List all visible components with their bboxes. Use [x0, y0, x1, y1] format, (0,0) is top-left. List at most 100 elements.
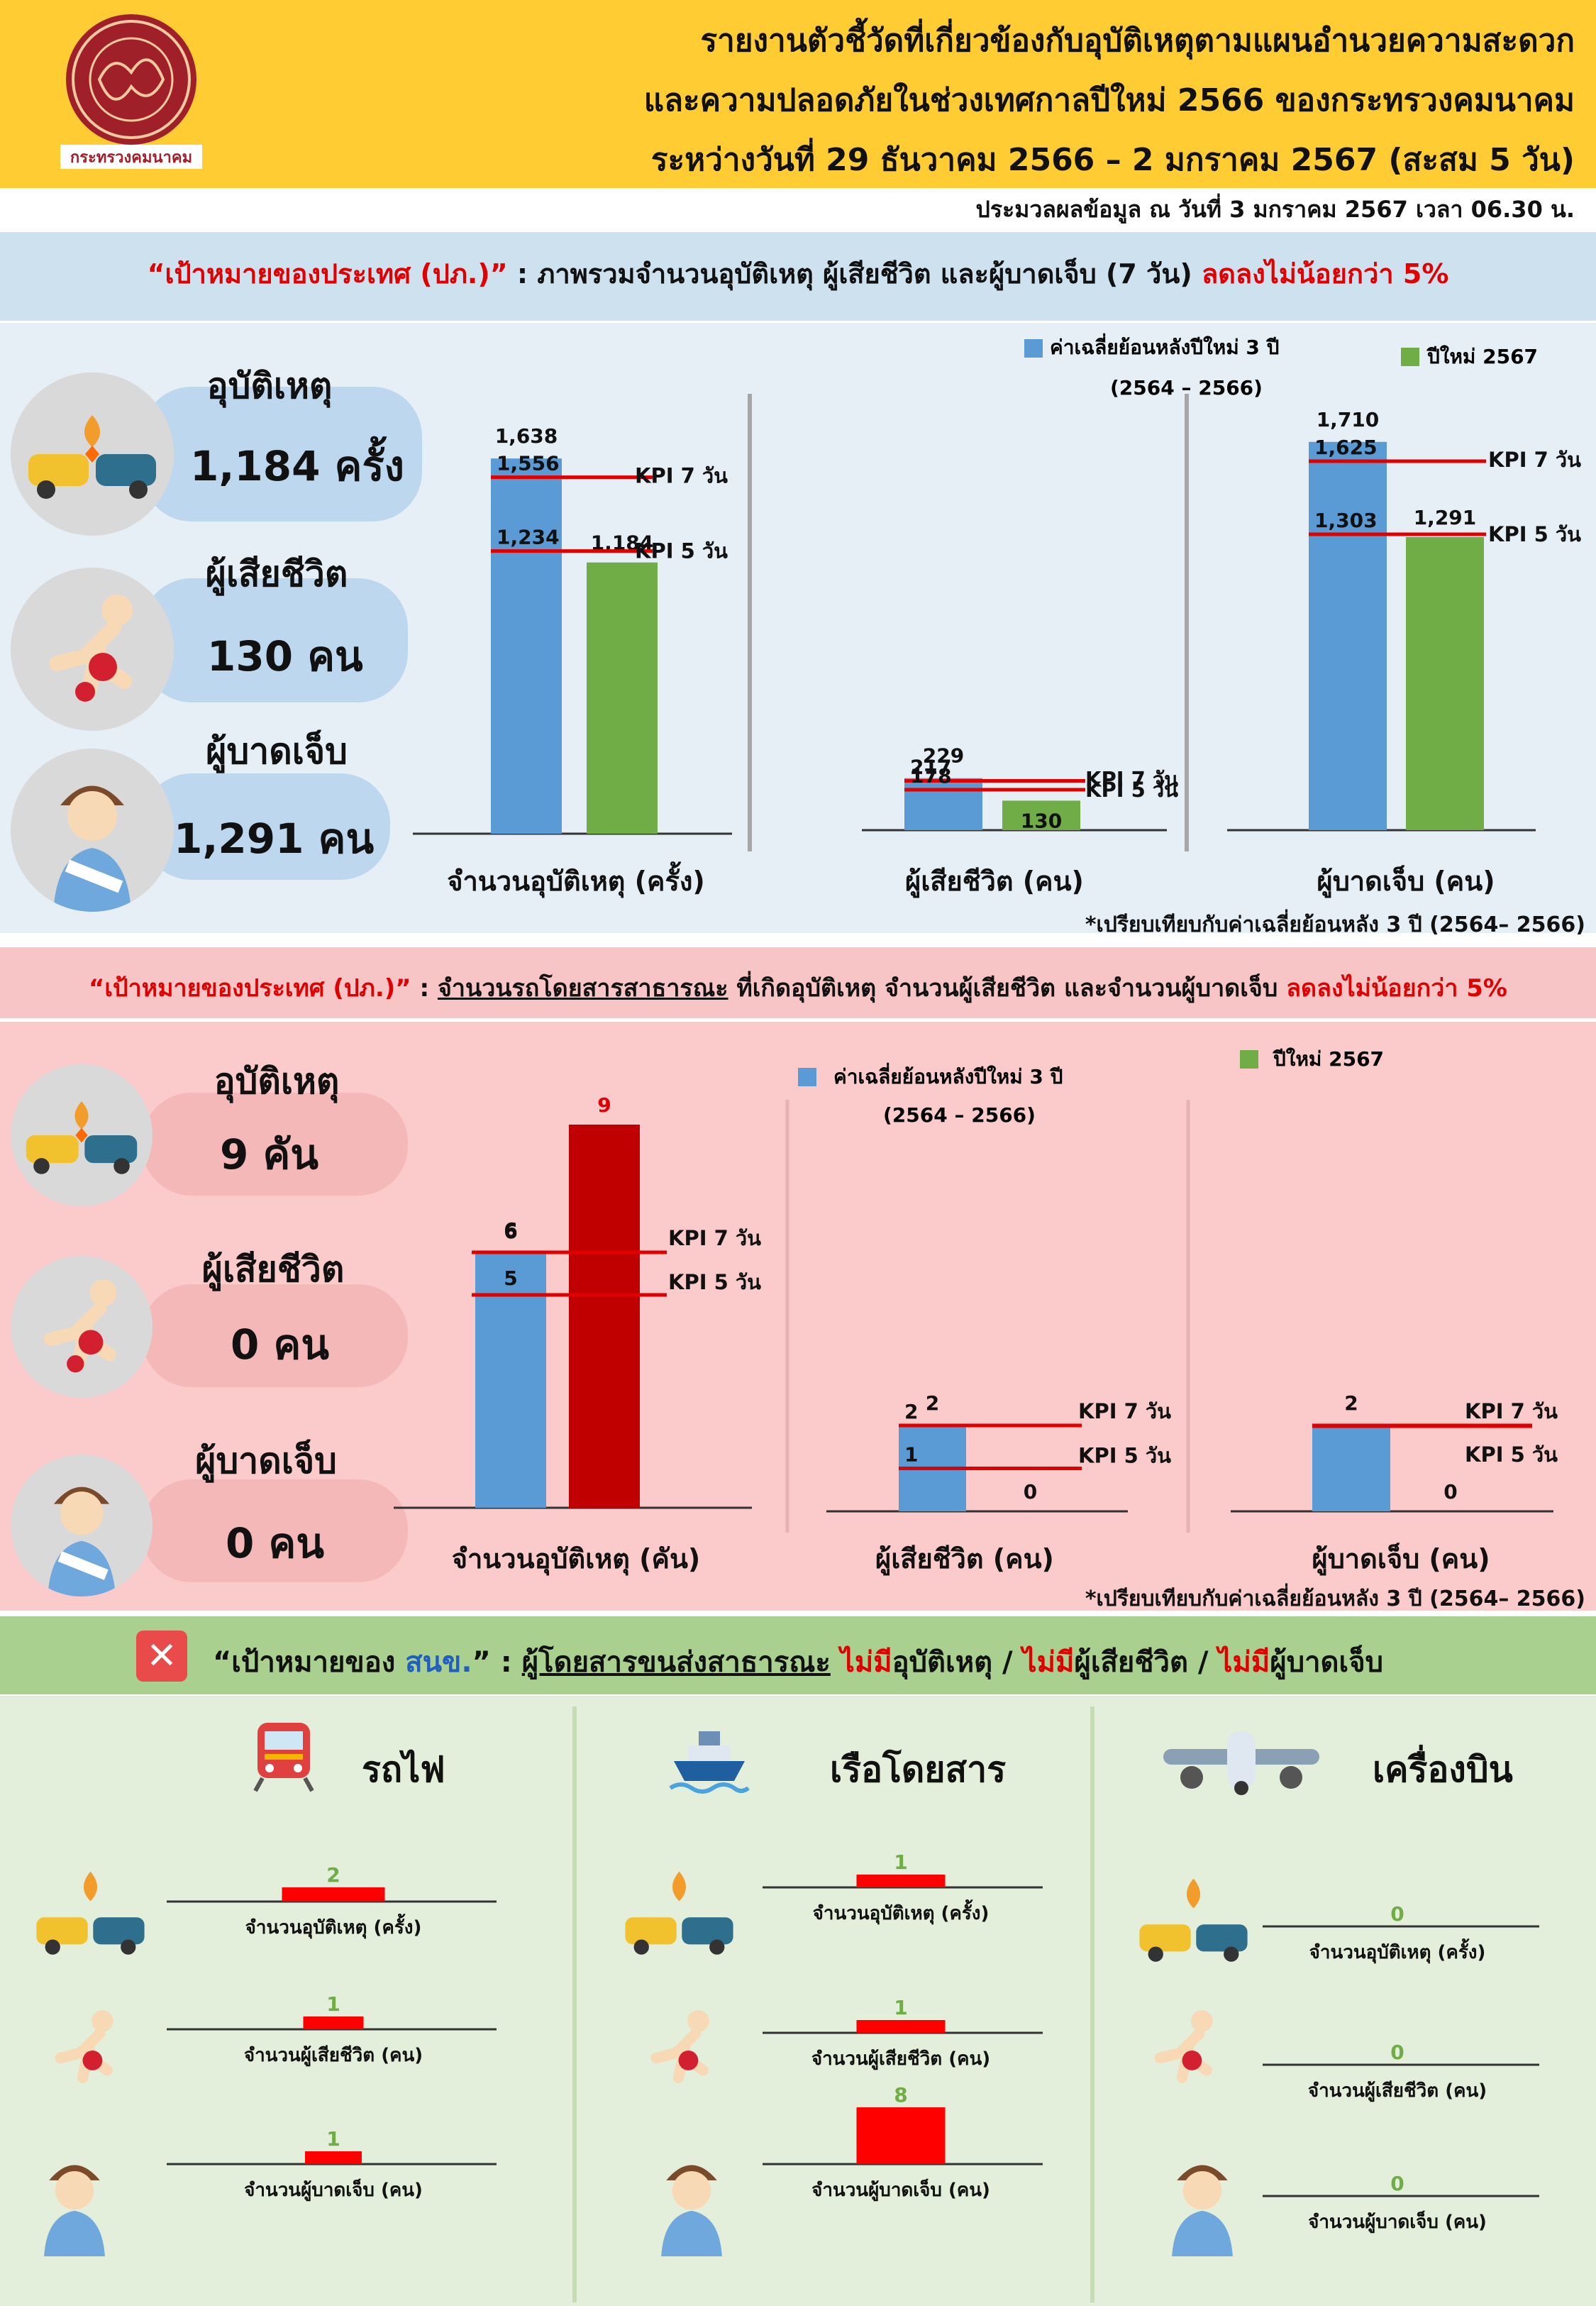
airplane-icon	[1149, 1724, 1334, 1802]
mode-bar-value: 1	[894, 1850, 907, 1874]
section1-banner	[0, 232, 1596, 321]
section3-title-sep: ” :	[472, 1646, 522, 1679]
bus-injuries-value: 0 คน	[226, 1519, 324, 1567]
legend-avg-years: (2564 – 2566)	[883, 1103, 1036, 1127]
section2-title-underlined: จำนวนรถโดยสารสาธารณะ	[437, 974, 728, 1003]
section3-title-text2: อุบัติเหตุ /	[892, 1646, 1023, 1679]
bandaged-person-icon	[11, 1455, 153, 1596]
injured-person-icon	[28, 2001, 142, 2100]
kpi-label: KPI 5 วัน	[1465, 1442, 1558, 1467]
bus-injuries-label: ผู้บาดเจ็บ	[195, 1440, 337, 1482]
mode-bar-value: 1	[326, 2127, 340, 2151]
car-crash-icon	[11, 1064, 153, 1206]
section3-title: “เป้าหมายของ สนข.” : ผู้โดยสารขนส่งสาธาร…	[0, 1639, 1596, 1684]
section1-footnote: *เปรียบเทียบกับค่าเฉลี่ยย้อนหลัง 3 ปี (2…	[1085, 912, 1585, 937]
rail-label: รถไฟ	[362, 1749, 445, 1790]
close-icon[interactable]: ✕	[136, 1631, 187, 1682]
column-divider	[1090, 1706, 1095, 2302]
injuries-value: 1,291 คน	[174, 815, 375, 863]
injured-person-icon	[1128, 2001, 1241, 2100]
section2-title-target: ลดลงไม่น้อยกว่า 5%	[1286, 974, 1507, 1003]
section3-title-none1: ไม่มี	[840, 1646, 892, 1679]
deaths-value: 130 คน	[207, 632, 363, 680]
ministry-seal: กระทรวงคมนาคม	[50, 9, 213, 172]
legend-new-swatch	[1240, 1050, 1258, 1069]
section2-title-quote: “เป้าหมายของประเทศ (ปภ.)”	[89, 974, 411, 1003]
section2-title: “เป้าหมายของประเทศ (ปภ.)” : จำนวนรถโดยสา…	[0, 969, 1596, 1007]
mode-bar	[305, 2151, 362, 2164]
injuries-label: ผู้บาดเจ็บ	[206, 731, 348, 772]
section3-title-none3: ไม่มี	[1218, 1646, 1270, 1679]
legend-avg-label: ค่าเฉลี่ยย้อนหลังปีใหม่ 3 ปี	[1050, 333, 1279, 359]
chart-xlabel: จำนวนอุบัติเหตุ (ครั้ง)	[447, 861, 705, 898]
processed-timestamp: ประมวลผลข้อมูล ณ วันที่ 3 มกราคม 2567 เว…	[975, 196, 1575, 223]
mode-chart-label: จำนวนอุบัติเหตุ (ครั้ง)	[813, 1899, 990, 1925]
column-divider	[572, 1706, 577, 2302]
section2-charts: ค่าเฉลี่ยย้อนหลังปีใหม่ 3 ปี (2564 – 256…	[394, 1047, 1558, 1576]
kpi-value: 1	[904, 1442, 918, 1466]
section2-title-text2: ที่เกิดอุบัติเหตุ จำนวนผู้เสียชีวิต และจ…	[728, 974, 1287, 1003]
bar-average	[1312, 1425, 1390, 1511]
report-title-line2: และความปลอดภัยในช่วงเทศกาลปีใหม่ 2566 ขอ…	[643, 82, 1575, 118]
kpi-label: KPI 7 วัน	[1488, 448, 1581, 472]
bus-deaths-summary-pill	[142, 1284, 408, 1387]
section2-footnote: *เปรียบเทียบกับค่าเฉลี่ยย้อนหลัง 3 ปี (2…	[1085, 1587, 1585, 1611]
mode-chart-label: จำนวนผู้บาดเจ็บ (คน)	[244, 2178, 423, 2202]
section3-body	[0, 1696, 1596, 2306]
bus-accidents-value: 9 คัน	[220, 1130, 318, 1179]
legend-avg-swatch	[1024, 339, 1043, 358]
mode-bar-value: 0	[1390, 1902, 1404, 1926]
accidents-value: 1,184 ครั้ง	[190, 442, 404, 490]
mode-bar-value: 1	[894, 1996, 907, 2019]
mode-bar	[303, 2017, 364, 2029]
accidents-summary-pill	[142, 387, 422, 522]
bandaged-person-icon	[11, 749, 174, 912]
kpi-label: KPI 5 วัน	[668, 1270, 761, 1294]
kpi-value: 1,234	[497, 526, 560, 549]
mode-bar-value: 2	[326, 1863, 340, 1887]
mode-bar	[856, 2107, 946, 2164]
chart-xlabel: ผู้บาดเจ็บ (คน)	[1317, 865, 1495, 898]
ship-label: เรือโดยสาร	[830, 1749, 1007, 1790]
ship-icon	[667, 1721, 752, 1799]
bar-new-year-value: 1,291	[1414, 506, 1477, 529]
bandaged-person-icon	[645, 2150, 738, 2256]
mode-bar	[856, 2020, 946, 2033]
kpi-label: KPI 7 วัน	[635, 464, 728, 488]
bar-average-value: 2	[926, 1391, 939, 1415]
bar-average	[491, 458, 562, 834]
bar-new-year-value: 9	[597, 1093, 611, 1117]
accidents-label: อุบัติเหตุ	[206, 365, 333, 407]
bus-accidents-summary-pill	[142, 1093, 408, 1196]
kpi-value: 1,625	[1314, 436, 1378, 459]
section1-title-text: : ภาพรวมจำนวนอุบัติเหตุ ผู้เสียชีวิต และ…	[507, 258, 1202, 289]
report-title-line3: ระหว่างวันที่ 29 ธันวาคม 2566 – 2 มกราคม…	[650, 142, 1575, 178]
car-crash-icon	[11, 373, 174, 536]
section1-title: “เป้าหมายของประเทศ (ปภ.)” : ภาพรวมจำนวนอ…	[0, 252, 1596, 295]
section3-banner	[0, 1616, 1596, 1694]
kpi-value: 2	[904, 1400, 918, 1423]
chart-xlabel: ผู้เสียชีวิต (คน)	[905, 866, 1084, 898]
car-crash-icon	[617, 1866, 741, 1965]
bar-average	[904, 778, 982, 830]
chart-xlabel: ผู้บาดเจ็บ (คน)	[1312, 1543, 1490, 1576]
mode-bar	[282, 1887, 385, 1902]
deaths-label: ผู้เสียชีวิต	[205, 553, 348, 595]
mode-bar-value: 1	[326, 1992, 340, 2016]
car-crash-icon	[1131, 1873, 1256, 1973]
kpi-label: KPI 7 วัน	[1465, 1399, 1558, 1423]
legend-new-swatch	[1401, 348, 1419, 366]
mode-bar-value: 0	[1390, 2041, 1404, 2064]
section3-title-text3: ผู้เสียชีวิต /	[1074, 1646, 1219, 1679]
bar-new-year-value: 130	[1021, 809, 1062, 832]
mode-chart-label: จำนวนผู้บาดเจ็บ (คน)	[811, 2178, 990, 2202]
kpi-label: KPI 5 วัน	[1488, 522, 1581, 546]
bar-average-value: 229	[923, 744, 964, 768]
section1-title-target: ลดลงไม่น้อยกว่า 5%	[1201, 258, 1449, 289]
kpi-value: 6	[504, 1220, 517, 1243]
bandaged-person-icon	[28, 2150, 121, 2256]
injuries-summary-pill	[142, 773, 390, 880]
mode-chart-label: จำนวนอุบัติเหตุ (ครั้ง)	[245, 1913, 422, 1939]
kpi-label: KPI 7 วัน	[1078, 1399, 1171, 1423]
mode-bar-value: 8	[894, 2083, 907, 2107]
